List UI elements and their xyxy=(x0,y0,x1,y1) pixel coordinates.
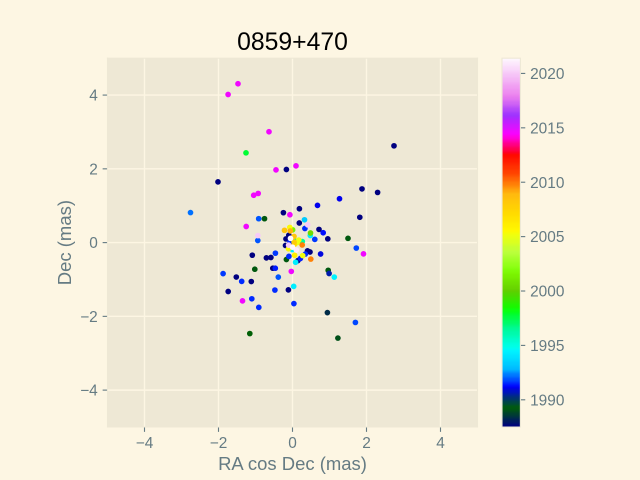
svg-text:−2: −2 xyxy=(210,435,228,452)
svg-text:RA cos Dec (mas): RA cos Dec (mas) xyxy=(218,453,367,474)
svg-text:0: 0 xyxy=(89,235,98,252)
svg-text:0859+470: 0859+470 xyxy=(237,29,348,56)
svg-text:1995: 1995 xyxy=(530,338,564,355)
svg-text:−4: −4 xyxy=(136,435,154,452)
svg-text:4: 4 xyxy=(89,88,98,105)
svg-text:−2: −2 xyxy=(80,309,98,326)
svg-text:2015: 2015 xyxy=(530,120,564,137)
svg-text:1990: 1990 xyxy=(530,392,564,409)
svg-text:0: 0 xyxy=(288,435,297,452)
svg-text:2: 2 xyxy=(362,435,371,452)
svg-text:2010: 2010 xyxy=(530,175,564,192)
svg-text:2005: 2005 xyxy=(530,229,564,246)
svg-text:4: 4 xyxy=(436,435,445,452)
svg-text:2: 2 xyxy=(89,161,98,178)
svg-text:2020: 2020 xyxy=(530,66,564,83)
svg-text:2000: 2000 xyxy=(530,284,564,301)
svg-text:−4: −4 xyxy=(80,383,98,400)
svg-text:Dec (mas): Dec (mas) xyxy=(54,200,75,285)
